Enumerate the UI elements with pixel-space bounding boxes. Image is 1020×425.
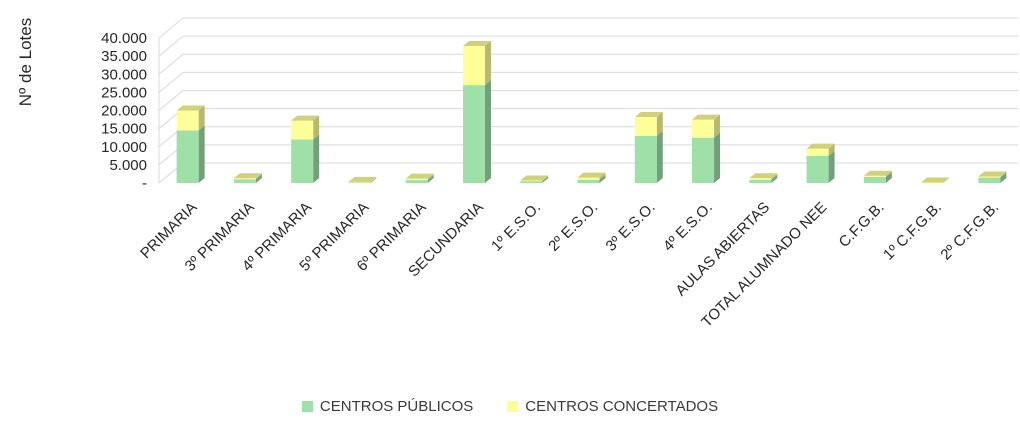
bar-concertados bbox=[234, 178, 256, 179]
bar-concertados bbox=[463, 46, 485, 85]
bar-top bbox=[921, 177, 949, 182]
legend-swatch-concertado bbox=[507, 401, 518, 412]
x-tick-label: 1º E.S.O. bbox=[488, 199, 544, 255]
bar-publicos bbox=[177, 130, 199, 183]
bar-concertados bbox=[864, 176, 886, 177]
x-tick-label: 1º C.F.G.B. bbox=[880, 199, 945, 264]
bar-concertados bbox=[520, 180, 542, 181]
y-tick-label: 25.000 bbox=[101, 84, 147, 101]
bar-concertados bbox=[807, 149, 829, 156]
y-tick-label: 15.000 bbox=[101, 121, 147, 138]
bar-side bbox=[485, 80, 491, 183]
bar-concertados bbox=[921, 182, 943, 183]
gridline-connector bbox=[159, 72, 183, 92]
bar-publicos bbox=[978, 178, 1000, 183]
legend: CENTROS PÚBLICOS CENTROS CONCERTADOS bbox=[0, 398, 1020, 415]
bar-concertados bbox=[406, 179, 428, 180]
bar-concertados bbox=[749, 178, 771, 179]
y-tick-label: - bbox=[142, 175, 147, 192]
bar-concertados bbox=[635, 117, 657, 136]
gridline-connector bbox=[159, 54, 183, 74]
y-tick-label: 10.000 bbox=[101, 139, 147, 156]
x-tick-label: 4º E.S.O. bbox=[660, 199, 716, 255]
bar-publicos bbox=[807, 156, 829, 183]
y-tick-label: 40.000 bbox=[101, 30, 147, 47]
bars bbox=[177, 41, 1007, 183]
x-tick-label: C.F.G.B. bbox=[836, 199, 888, 251]
y-axis-title: Nº de Lotes bbox=[16, 18, 35, 106]
y-tick-label: 35.000 bbox=[101, 48, 147, 65]
x-tick-label: 2º E.S.O. bbox=[545, 199, 601, 255]
bar-side bbox=[714, 133, 720, 183]
bar-concertados bbox=[578, 178, 600, 180]
bar-publicos bbox=[692, 138, 714, 183]
bar-publicos bbox=[578, 180, 600, 183]
gridline-connector bbox=[159, 18, 183, 38]
bar-concertados bbox=[692, 120, 714, 138]
bar-side bbox=[829, 151, 835, 183]
bar-concertados bbox=[177, 111, 199, 131]
legend-item-concertado: CENTROS CONCERTADOS bbox=[507, 398, 718, 415]
gridline-connector bbox=[159, 91, 183, 111]
gridline-connector bbox=[159, 36, 183, 56]
x-tick-label: 2º C.F.G.B. bbox=[937, 199, 1002, 264]
bar-publicos bbox=[864, 177, 886, 183]
bar-publicos bbox=[463, 85, 485, 183]
y-tick-label: 5.000 bbox=[109, 157, 147, 174]
bar-publicos bbox=[234, 179, 256, 183]
x-tick-label: 3º E.S.O. bbox=[603, 199, 659, 255]
y-tick-label: 20.000 bbox=[101, 103, 147, 120]
legend-item-public: CENTROS PÚBLICOS bbox=[302, 398, 473, 415]
bar-publicos bbox=[291, 140, 313, 184]
bar-concertados bbox=[348, 182, 370, 183]
bar-concertados bbox=[978, 176, 1000, 177]
bar-concertados bbox=[291, 121, 313, 140]
bar-publicos bbox=[749, 180, 771, 183]
bar-side bbox=[313, 135, 319, 184]
bar-side bbox=[657, 131, 663, 183]
legend-label-public: CENTROS PÚBLICOS bbox=[320, 398, 473, 415]
legend-label-concertado: CENTROS CONCERTADOS bbox=[525, 398, 718, 415]
legend-swatch-public bbox=[302, 401, 313, 412]
bar-publicos bbox=[635, 136, 657, 183]
bar-publicos bbox=[406, 180, 428, 183]
bar-publicos bbox=[520, 181, 542, 183]
gridlines bbox=[159, 18, 1018, 183]
bar-side bbox=[199, 125, 205, 183]
y-tick-label: 30.000 bbox=[101, 66, 147, 83]
bar-side bbox=[485, 41, 491, 85]
